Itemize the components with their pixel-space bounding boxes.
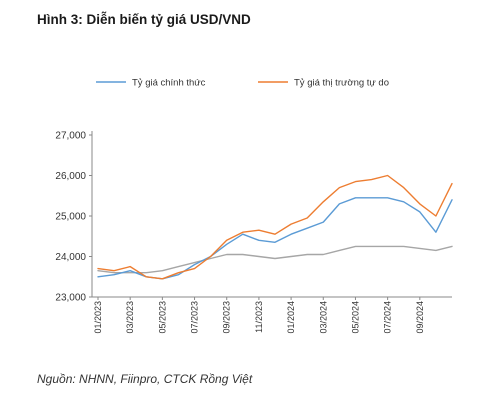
x-tick-label: 09/2023	[222, 301, 232, 334]
y-axis: 23,000 24,000 25,000 26,000 27,000	[55, 131, 93, 304]
y-tick-label: 25,000	[55, 212, 86, 223]
x-tick-label: 09/2024	[415, 301, 425, 334]
series-line-reference	[97, 245, 453, 274]
line-chart: Tỷ giá chính thức Tỷ giá thị trường tự do…	[55, 78, 453, 334]
x-tick-label: 03/2024	[318, 301, 328, 334]
y-tick-label: 27,000	[55, 131, 86, 142]
series-line-market	[97, 174, 453, 280]
x-tick-label: 03/2023	[125, 301, 135, 334]
y-tick-label: 26,000	[55, 171, 86, 182]
legend: Tỷ giá chính thức Tỷ giá thị trường tự do	[96, 78, 389, 89]
plot-area	[97, 174, 453, 280]
series-line-official	[97, 197, 453, 280]
x-tick-label: 05/2024	[350, 301, 360, 334]
legend-label: Tỷ giá chính thức	[132, 78, 206, 89]
x-tick-label: 05/2023	[157, 301, 167, 334]
y-tick-label: 24,000	[55, 252, 86, 263]
source-note: Nguồn: NHNN, Fiinpro, CTCK Rồng Việt	[37, 372, 253, 386]
x-tick-label: 07/2023	[190, 301, 200, 334]
x-tick-label: 07/2024	[383, 301, 393, 334]
legend-label: Tỷ giá thị trường tự do	[294, 78, 389, 89]
x-tick-label: 11/2023	[254, 301, 264, 333]
x-tick-label: 01/2024	[286, 301, 296, 334]
y-tick-label: 23,000	[55, 293, 86, 304]
chart-title: Hình 3: Diễn biến tỷ giá USD/VND	[37, 12, 251, 27]
x-axis: 01/2023 03/2023 05/2023 07/2023 09/2023 11/20…	[92, 296, 452, 334]
x-tick-label: 01/2023	[93, 301, 103, 334]
